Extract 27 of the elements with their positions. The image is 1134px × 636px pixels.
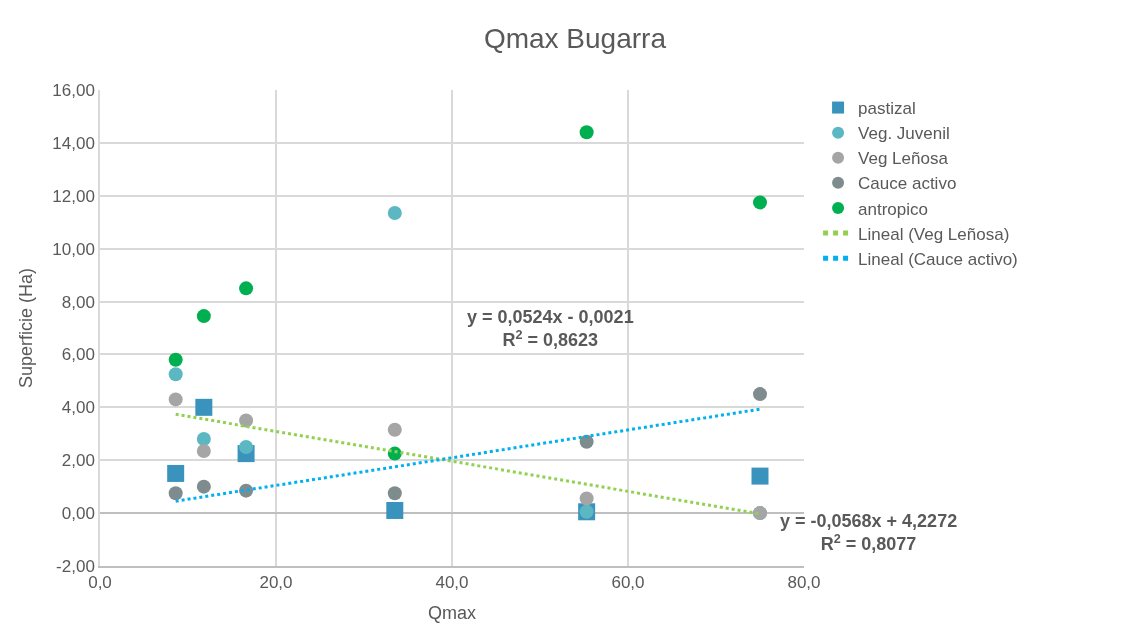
chart-title: Qmax Bugarra <box>483 23 667 55</box>
annotation: y = -0,0568x + 4,2272 R$^{2}$ = 0,8077 <box>780 511 958 555</box>
legend-label: Veg. Juvenil <box>858 124 950 144</box>
x-axis-title: Qmax <box>427 602 477 623</box>
y-tick-label: 6,00 <box>61 345 95 365</box>
annotation: y = 0,0524x - 0,0021 R$^{2}$ = 0,8623 <box>467 307 634 351</box>
y-tick-label: 14,00 <box>52 133 95 153</box>
x-tick-label: 0,0 <box>88 573 112 593</box>
y-tick-label: 12,00 <box>52 186 95 206</box>
y-tick-label: 2,00 <box>61 451 95 471</box>
legend-label: Veg Leñosa <box>858 149 949 169</box>
legend-label: pastizal <box>858 99 916 119</box>
x-tick-label: 40,0 <box>435 573 469 593</box>
y-tick-label: 16,00 <box>52 80 95 100</box>
legend-label: antropico <box>858 199 929 219</box>
y-tick-label: 10,00 <box>52 239 95 259</box>
y-tick-label: 8,00 <box>61 292 95 312</box>
y-axis-title: Superficie (Ha) <box>16 267 36 389</box>
y-tick-label: -2,00 <box>56 556 95 576</box>
legend-label: Lineal (Veg Leñosa) <box>858 224 1010 244</box>
x-tick-label: 80,0 <box>787 573 821 593</box>
y-tick-label: 4,00 <box>61 398 95 418</box>
x-tick-label: 60,0 <box>611 573 645 593</box>
legend-label: Lineal (Cauce activo) <box>858 249 1018 269</box>
legend-label: Cauce activo <box>858 174 957 194</box>
y-tick-label: 0,00 <box>61 504 95 524</box>
x-tick-label: 20,0 <box>259 573 293 593</box>
